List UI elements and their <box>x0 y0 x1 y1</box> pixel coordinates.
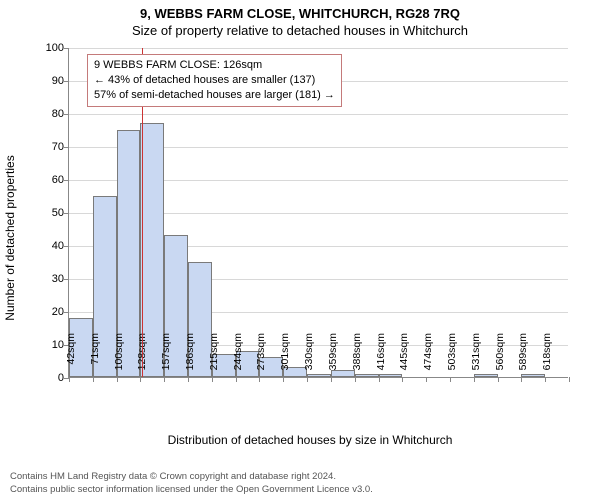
x-tick-label: 330sqm <box>303 333 315 383</box>
y-tick-label: 80 <box>52 108 64 120</box>
y-tick-label: 100 <box>46 42 64 54</box>
x-tick-label: 445sqm <box>398 333 410 383</box>
y-tick-label: 90 <box>52 75 64 87</box>
footer-line-1: Contains HM Land Registry data © Crown c… <box>10 471 590 483</box>
x-axis-label: Distribution of detached houses by size … <box>168 433 453 447</box>
chart-container: Number of detached properties 0102030405… <box>40 48 580 428</box>
x-tick-label: 589sqm <box>517 333 529 383</box>
x-tick-label: 301sqm <box>279 333 291 383</box>
footer: Contains HM Land Registry data © Crown c… <box>10 471 590 496</box>
y-tick-mark <box>64 147 69 148</box>
x-tick-mark <box>569 377 570 382</box>
y-tick-mark <box>64 180 69 181</box>
y-tick-mark <box>64 114 69 115</box>
y-tick-label: 50 <box>52 207 64 219</box>
x-tick-label: 186sqm <box>184 333 196 383</box>
x-tick-label: 71sqm <box>89 333 101 383</box>
x-tick-label: 560sqm <box>494 333 506 383</box>
y-tick-label: 40 <box>52 240 64 252</box>
x-tick-label: 215sqm <box>208 333 220 383</box>
y-tick-label: 20 <box>52 306 64 318</box>
page-subtitle: Size of property relative to detached ho… <box>0 23 600 38</box>
y-tick-label: 0 <box>58 372 64 384</box>
plot-area: 010203040506070809010042sqm71sqm100sqm12… <box>68 48 568 378</box>
grid-line <box>69 114 568 115</box>
grid-line <box>69 48 568 49</box>
info-box-line: 9 WEBBS FARM CLOSE: 126sqm <box>94 58 335 73</box>
info-box-line: ← 43% of detached houses are smaller (13… <box>94 73 335 88</box>
y-tick-label: 60 <box>52 174 64 186</box>
x-tick-label: 474sqm <box>422 333 434 383</box>
x-tick-label: 416sqm <box>375 333 387 383</box>
info-box: 9 WEBBS FARM CLOSE: 126sqm← 43% of detac… <box>87 54 342 107</box>
x-tick-label: 359sqm <box>327 333 339 383</box>
x-tick-label: 42sqm <box>65 333 77 383</box>
x-tick-label: 100sqm <box>113 333 125 383</box>
x-tick-label: 244sqm <box>232 333 244 383</box>
y-tick-mark <box>64 48 69 49</box>
x-tick-label: 157sqm <box>160 333 172 383</box>
y-tick-label: 70 <box>52 141 64 153</box>
y-tick-mark <box>64 279 69 280</box>
y-tick-label: 30 <box>52 273 64 285</box>
info-box-line: 57% of semi-detached houses are larger (… <box>94 88 335 103</box>
y-axis-label: Number of detached properties <box>3 155 17 320</box>
footer-line-2: Contains public sector information licen… <box>10 484 590 496</box>
y-tick-mark <box>64 312 69 313</box>
x-tick-label: 618sqm <box>541 333 553 383</box>
y-tick-mark <box>64 213 69 214</box>
y-tick-mark <box>64 246 69 247</box>
x-tick-label: 503sqm <box>446 333 458 383</box>
x-tick-label: 388sqm <box>351 333 363 383</box>
y-tick-label: 10 <box>52 339 64 351</box>
x-tick-label: 273sqm <box>255 333 267 383</box>
page-title: 9, WEBBS FARM CLOSE, WHITCHURCH, RG28 7R… <box>0 6 600 21</box>
x-tick-label: 531sqm <box>470 333 482 383</box>
y-tick-mark <box>64 81 69 82</box>
